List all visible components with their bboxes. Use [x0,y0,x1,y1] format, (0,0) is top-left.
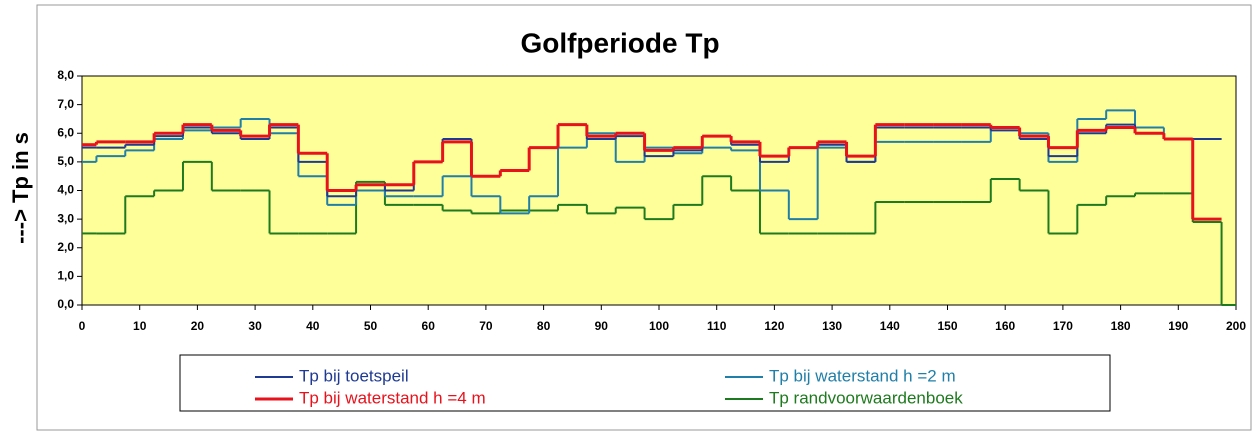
x-tick-label: 140 [880,319,900,333]
x-tick-label: 40 [306,319,320,333]
x-tick-label: 10 [133,319,147,333]
legend-label: Tp bij waterstand h =4 m [299,388,486,407]
x-tick-label: 90 [595,319,609,333]
x-tick-label: 190 [1168,319,1188,333]
legend-box [179,354,1111,412]
y-tick-label: 2,0 [57,240,74,254]
y-tick-label: 7,0 [57,97,74,111]
x-tick-label: 50 [364,319,378,333]
legend-label: Tp randvoorwaardenboek [769,388,963,407]
x-tick-label: 150 [937,319,957,333]
x-tick-label: 70 [479,319,493,333]
x-tick-label: 130 [822,319,842,333]
x-tick-label: 20 [191,319,205,333]
x-tick-label: 60 [422,319,436,333]
x-tick-label: 100 [649,319,669,333]
x-tick-label: 30 [248,319,262,333]
y-tick-label: 0,0 [57,297,74,311]
chart-title: Golfperiode Tp [520,27,719,58]
y-tick-label: 6,0 [57,125,74,139]
x-tick-label: 120 [764,319,784,333]
x-tick-label: 160 [995,319,1015,333]
y-tick-label: 3,0 [57,211,74,225]
x-tick-label: 200 [1226,319,1246,333]
x-tick-label: 170 [1053,319,1073,333]
y-tick-label: 4,0 [57,183,74,197]
x-tick-label: 0 [79,319,86,333]
y-tick-label: 5,0 [57,154,74,168]
y-tick-label: 1,0 [57,269,74,283]
y-axis-label: ---> Tp in s [8,132,33,244]
x-tick-label: 180 [1111,319,1131,333]
legend-label: Tp bij toetspeil [299,366,409,385]
legend-label: Tp bij waterstand h =2 m [769,366,956,385]
x-tick-label: 80 [537,319,551,333]
y-tick-label: 8,0 [57,68,74,82]
x-tick-label: 110 [707,319,727,333]
